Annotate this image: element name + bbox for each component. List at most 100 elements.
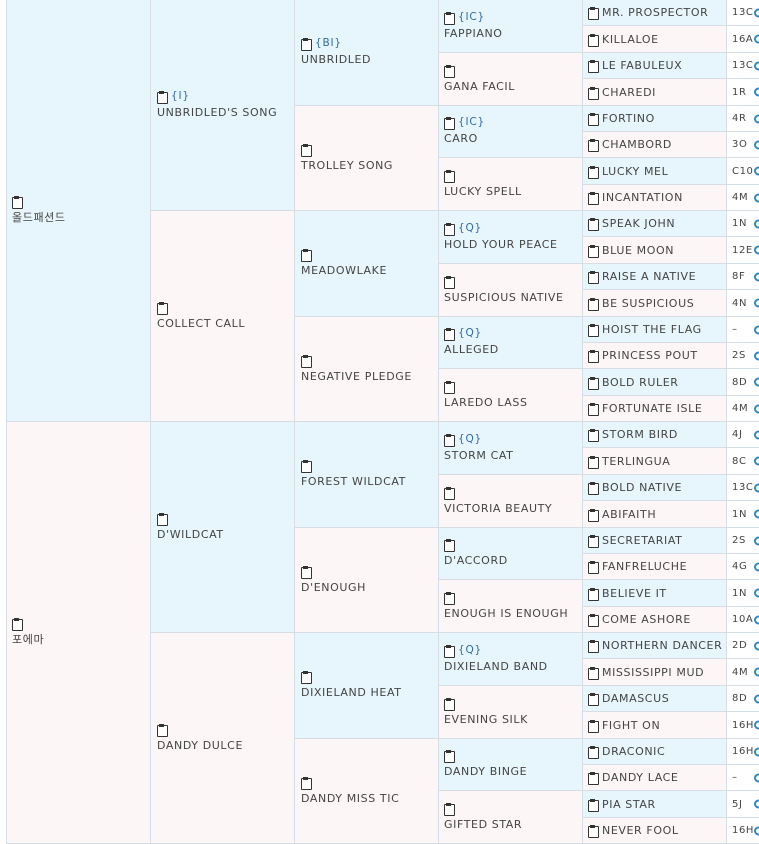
clipboard-icon[interactable] (157, 723, 168, 737)
clipboard-icon[interactable] (588, 218, 599, 231)
horse-name-link[interactable]: SPEAK JOHN (602, 217, 676, 230)
circle-icon[interactable] (754, 694, 759, 703)
circle-icon[interactable] (754, 272, 759, 281)
clipboard-icon[interactable] (157, 512, 168, 526)
horse-name-link[interactable]: BLUE MOON (602, 243, 675, 257)
circle-icon[interactable] (754, 166, 759, 176)
circle-icon[interactable] (754, 588, 759, 598)
horse-name-link[interactable]: DANDY DULCE (157, 738, 243, 752)
horse-name-link[interactable]: INCANTATION (602, 191, 683, 204)
circle-icon[interactable] (754, 34, 759, 44)
circle-icon[interactable] (754, 799, 759, 809)
clipboard-icon[interactable] (301, 143, 312, 157)
horse-name-link[interactable]: FORTINO (602, 112, 655, 125)
clipboard-icon[interactable] (12, 617, 23, 631)
circle-icon[interactable] (754, 8, 759, 17)
clipboard-icon[interactable] (301, 670, 312, 684)
clipboard-icon[interactable] (588, 429, 599, 442)
horse-name-link[interactable]: D'ACCORD (444, 553, 508, 567)
clipboard-icon[interactable] (157, 301, 168, 315)
clipboard-icon[interactable] (588, 535, 599, 548)
horse-name-link[interactable]: LUCKY SPELL (444, 184, 522, 198)
horse-name-link[interactable]: STORM BIRD (602, 428, 678, 441)
clipboard-icon[interactable] (444, 591, 455, 605)
clipboard-icon[interactable] (444, 486, 455, 500)
circle-icon[interactable] (754, 562, 759, 571)
horse-name-link[interactable]: SUSPICIOUS NATIVE (444, 290, 564, 304)
clipboard-icon[interactable] (444, 64, 455, 78)
horse-name-link[interactable]: ENOUGH IS ENOUGH (444, 606, 569, 620)
horse-name-link[interactable]: D'ENOUGH (301, 580, 366, 594)
horse-name-link[interactable]: FAPPIANO (444, 26, 503, 40)
horse-name-link[interactable]: BOLD NATIVE (602, 481, 683, 494)
circle-icon[interactable] (754, 826, 759, 835)
clipboard-icon[interactable] (588, 297, 599, 311)
circle-icon[interactable] (754, 87, 759, 97)
horse-name-link[interactable]: ABIFAITH (602, 507, 657, 521)
clipboard-icon[interactable] (301, 776, 312, 790)
clipboard-icon[interactable] (444, 327, 455, 341)
clipboard-icon[interactable] (588, 271, 599, 284)
clipboard-icon[interactable] (588, 666, 599, 680)
clipboard-icon[interactable] (588, 746, 599, 759)
horse-name-link[interactable]: FOREST WILDCAT (301, 474, 406, 488)
horse-name-link[interactable]: RAISE A NATIVE (602, 270, 697, 283)
horse-name-link[interactable]: ALLEGED (444, 342, 499, 356)
horse-name-link[interactable]: EVENING SILK (444, 712, 528, 726)
clipboard-icon[interactable] (588, 350, 599, 363)
horse-name-link[interactable]: NEVER FOOL (602, 824, 679, 837)
clipboard-icon[interactable] (588, 482, 599, 495)
clipboard-icon[interactable] (588, 455, 599, 469)
horse-name-link[interactable]: GIFTED STAR (444, 817, 523, 831)
circle-icon[interactable] (754, 536, 759, 545)
clipboard-icon[interactable] (444, 380, 455, 394)
horse-name-link[interactable]: LAREDO LASS (444, 395, 528, 409)
horse-name-link[interactable]: VICTORIA BEAUTY (444, 501, 553, 515)
circle-icon[interactable] (754, 667, 759, 677)
horse-name-link[interactable]: LUCKY MEL (602, 164, 669, 178)
horse-name-link[interactable]: TERLINGUA (602, 454, 671, 468)
horse-name-link[interactable]: 포에마 (12, 633, 45, 646)
horse-name-link[interactable]: DRACONIC (602, 745, 666, 758)
clipboard-icon[interactable] (301, 459, 312, 473)
clipboard-icon[interactable] (588, 33, 599, 47)
clipboard-icon[interactable] (444, 697, 455, 711)
horse-name-link[interactable]: DANDY LACE (602, 771, 679, 784)
horse-name-link[interactable]: 올드패션드 (12, 211, 66, 224)
horse-name-link[interactable]: COME ASHORE (602, 613, 691, 626)
horse-name-link[interactable]: HOIST THE FLAG (602, 323, 702, 336)
horse-name-link[interactable]: NEGATIVE PLEDGE (301, 369, 412, 383)
clipboard-icon[interactable] (588, 86, 599, 100)
circle-icon[interactable] (754, 641, 759, 650)
clipboard-icon[interactable] (444, 749, 455, 763)
clipboard-icon[interactable] (444, 538, 455, 552)
clipboard-icon[interactable] (588, 508, 599, 522)
horse-name-link[interactable]: CHAMBORD (602, 138, 672, 151)
horse-name-link[interactable]: DANDY MISS TIC (301, 791, 400, 805)
clipboard-icon[interactable] (444, 802, 455, 816)
horse-name-link[interactable]: HOLD YOUR PEACE (444, 237, 558, 251)
circle-icon[interactable] (754, 720, 759, 730)
circle-icon[interactable] (754, 298, 759, 308)
circle-icon[interactable] (754, 114, 759, 123)
clipboard-icon[interactable] (588, 640, 599, 653)
circle-icon[interactable] (754, 219, 759, 228)
clipboard-icon[interactable] (588, 244, 599, 258)
clipboard-icon[interactable] (301, 37, 312, 51)
horse-name-link[interactable]: D'WILDCAT (157, 527, 224, 541)
horse-name-link[interactable]: PRINCESS POUT (602, 349, 698, 362)
clipboard-icon[interactable] (588, 7, 599, 20)
clipboard-icon[interactable] (444, 116, 455, 130)
horse-name-link[interactable]: CARO (444, 131, 478, 145)
horse-name-link[interactable]: BE SUSPICIOUS (602, 296, 695, 310)
horse-name-link[interactable]: BOLD RULER (602, 375, 679, 389)
clipboard-icon[interactable] (588, 798, 599, 812)
circle-icon[interactable] (754, 615, 759, 624)
clipboard-icon[interactable] (301, 248, 312, 262)
clipboard-icon[interactable] (444, 275, 455, 289)
horse-name-link[interactable]: SECRETARIAT (602, 534, 683, 547)
horse-name-link[interactable]: DIXIELAND HEAT (301, 685, 402, 699)
circle-icon[interactable] (754, 351, 759, 360)
circle-icon[interactable] (754, 193, 759, 202)
horse-name-link[interactable]: UNBRIDLED (301, 52, 372, 66)
